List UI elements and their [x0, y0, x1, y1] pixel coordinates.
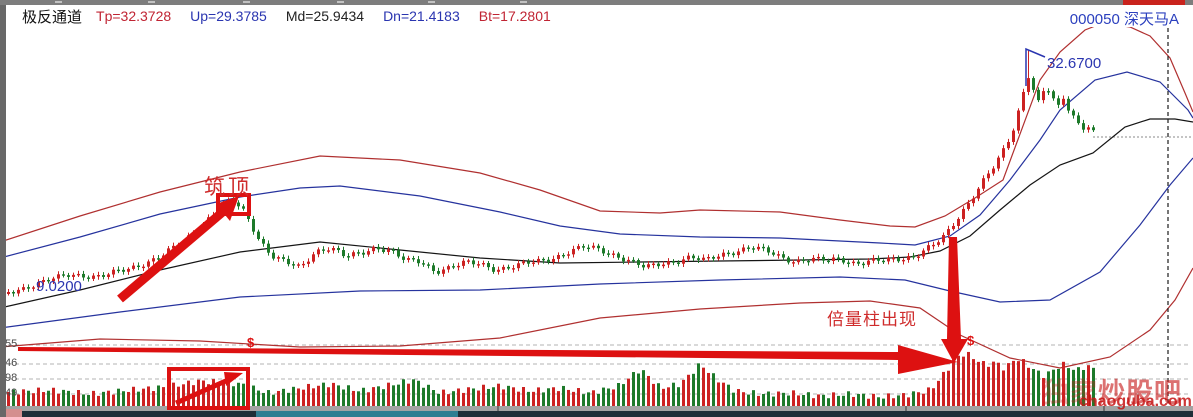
volume-axis-tick: 46: [5, 357, 18, 369]
stock-code-name: 000050 深天马A: [1069, 11, 1179, 28]
indicator-params: Tp=32.3728 Up=29.3785 Md=25.9434 Dn=21.4183…: [96, 8, 551, 24]
top-right-red-banner: [1123, 0, 1185, 5]
indicator-titlebar: 极反通道 Tp=32.3728 Up=29.3785 Md=25.9434 Dn=21…: [6, 5, 1193, 28]
window-left-edge: [0, 4, 6, 417]
indicator-param: Tp=32.3728: [96, 8, 172, 24]
double-volume-annotation: 倍量柱出现: [827, 310, 917, 329]
window-top-edge: [0, 0, 1193, 5]
watermark-prefix: 独家: [1042, 378, 1098, 408]
watermark-site: 炒股吧网: [1098, 378, 1182, 408]
indicator-param: Up=29.3785: [190, 8, 267, 24]
dollar-marker-right: $: [967, 333, 975, 348]
volume-axis-tick: 49: [5, 387, 18, 399]
first-price-label: 9.0200: [36, 278, 82, 295]
indicator-param: Dn=21.4183: [383, 8, 460, 24]
volume-axis-tick: 55: [5, 338, 18, 350]
dollar-marker-left: $: [247, 335, 255, 350]
indicator-param: Bt=17.2801: [478, 8, 551, 24]
scrollbar-thumb[interactable]: [256, 411, 458, 417]
indicator-name: 极反通道: [22, 8, 83, 26]
top-building-annotation: 筑顶: [204, 176, 252, 199]
volume-axis-tick: 98: [5, 372, 18, 384]
peak-price-label: 32.6700: [1047, 55, 1102, 72]
indicator-param: Md=25.9434: [285, 8, 365, 24]
site-watermark-domain: chaoguba.com: [1079, 393, 1192, 410]
site-watermark: 独家炒股吧网: [1042, 371, 1193, 417]
